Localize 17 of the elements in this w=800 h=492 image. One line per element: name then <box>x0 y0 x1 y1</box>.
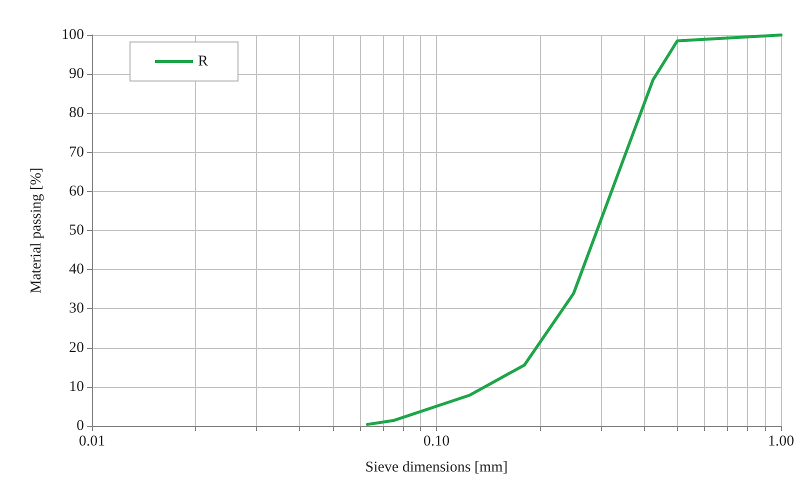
x-tick-label: 0.01 <box>78 434 106 450</box>
y-tick-label: 10 <box>69 378 84 395</box>
legend-label: R <box>198 54 208 70</box>
x-axis-title: Sieve dimensions [mm] <box>365 460 508 476</box>
y-tick-label: 50 <box>69 222 84 238</box>
y-tick-label: 20 <box>69 340 84 356</box>
y-tick-label: 40 <box>69 262 84 278</box>
y-tick-label: 90 <box>69 66 84 82</box>
y-tick-label: 30 <box>69 300 84 317</box>
y-tick-label: 100 <box>62 27 84 43</box>
y-axis-title: Material passing [%] <box>28 168 44 294</box>
x-tick-label: 0.10 <box>423 434 450 450</box>
y-tick-label: 60 <box>69 183 84 200</box>
y-tick-label: 70 <box>69 144 84 160</box>
y-tick-label: 0 <box>76 418 84 434</box>
y-tick-label: 80 <box>69 105 84 122</box>
x-tick-label: 1.00 <box>768 434 794 450</box>
